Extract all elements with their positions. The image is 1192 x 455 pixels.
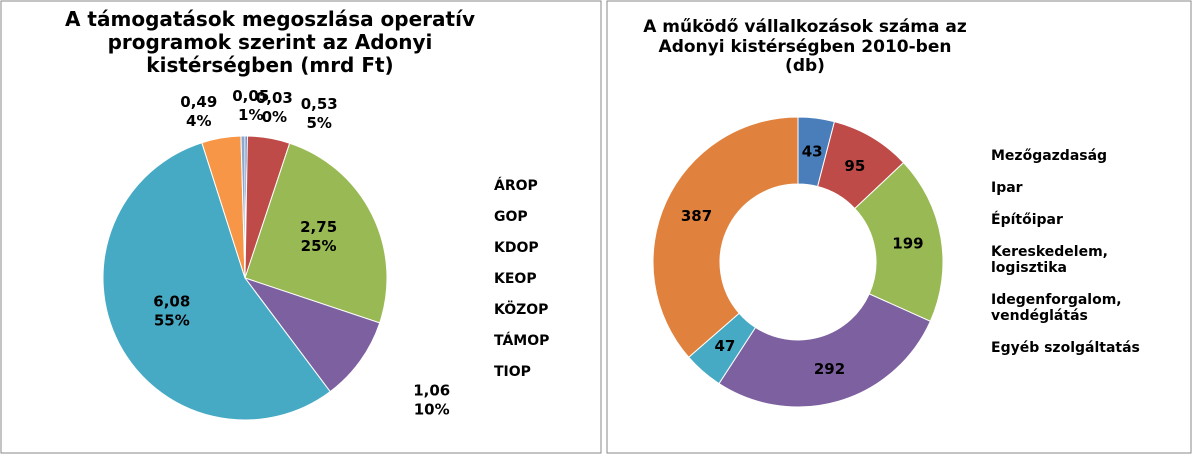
data-label: 6,08 bbox=[153, 293, 190, 311]
legend-item: Építőipar bbox=[975, 212, 1175, 228]
data-label: 4% bbox=[186, 112, 211, 130]
data-label: 0,03 bbox=[256, 89, 293, 107]
legend: ÁROP GOP KDOP KEOP KÖZOP TÁMOP TIOP bbox=[478, 178, 588, 395]
pie-slice bbox=[102, 142, 331, 421]
data-label: 2,75 bbox=[300, 218, 337, 236]
data-label: 387 bbox=[681, 207, 712, 225]
panel-border bbox=[0, 0, 602, 454]
legend-item: ÁROP bbox=[478, 178, 588, 194]
chart-title: A működő vállalkozások száma az Adonyi k… bbox=[643, 17, 967, 77]
data-label: 199 bbox=[892, 234, 923, 252]
data-label: 10% bbox=[414, 400, 450, 418]
legend-label: Ipar bbox=[991, 180, 1023, 196]
legend: Mezőgazdaság Ipar Építőipar Kereskedelem, l… bbox=[975, 148, 1175, 372]
legend-label: Idegenforgalom, vendéglátás bbox=[991, 292, 1122, 324]
donut-slice bbox=[652, 116, 799, 358]
panel-border bbox=[606, 0, 1192, 454]
chart-title: A támogatások megoszlása operatív progra… bbox=[64, 7, 475, 77]
legend-label: Kereskedelem, logisztika bbox=[991, 244, 1108, 276]
data-label: 47 bbox=[714, 337, 735, 355]
legend-label: GOP bbox=[494, 209, 528, 225]
legend-item: TÁMOP bbox=[478, 333, 588, 349]
legend-label: TÁMOP bbox=[494, 333, 550, 349]
pie-slice bbox=[240, 135, 246, 279]
legend-label: TIOP bbox=[494, 364, 531, 380]
legend-label: Mezőgazdaság bbox=[991, 148, 1108, 164]
legend-item: TIOP bbox=[478, 364, 588, 380]
data-label: 0,05 bbox=[232, 87, 269, 105]
legend-item: Idegenforgalom, vendéglátás bbox=[975, 292, 1175, 324]
data-label: 0,53 bbox=[301, 95, 338, 113]
data-label: 55% bbox=[154, 312, 190, 330]
data-label: 1% bbox=[238, 106, 263, 124]
legend-label: ÁROP bbox=[494, 178, 538, 194]
data-label: 5% bbox=[306, 114, 331, 132]
legend-item: KEOP bbox=[478, 271, 588, 287]
legend-item: KDOP bbox=[478, 240, 588, 256]
data-label: 292 bbox=[814, 360, 845, 378]
legend-item: Kereskedelem, logisztika bbox=[975, 244, 1175, 276]
legend-label: KDOP bbox=[494, 240, 539, 256]
legend-item: Egyéb szolgáltatás bbox=[975, 340, 1175, 356]
legend-item: GOP bbox=[478, 209, 588, 225]
legend-label: KÖZOP bbox=[494, 302, 549, 318]
data-label: 1,06 bbox=[413, 381, 450, 399]
pie-slice bbox=[244, 142, 388, 324]
legend-item: Ipar bbox=[975, 180, 1175, 196]
legend-label: KEOP bbox=[494, 271, 537, 287]
pie-slice bbox=[243, 277, 381, 393]
data-label: 25% bbox=[301, 237, 337, 255]
data-label: 0% bbox=[262, 108, 287, 126]
data-label: 43 bbox=[802, 142, 823, 160]
data-label: 0,49 bbox=[180, 93, 217, 111]
legend-item: Mezőgazdaság bbox=[975, 148, 1175, 164]
data-label: 95 bbox=[844, 157, 865, 175]
legend-item: KÖZOP bbox=[478, 302, 588, 318]
donut-slice bbox=[718, 293, 931, 408]
legend-label: Egyéb szolgáltatás bbox=[991, 340, 1140, 356]
legend-label: Építőipar bbox=[991, 212, 1063, 228]
